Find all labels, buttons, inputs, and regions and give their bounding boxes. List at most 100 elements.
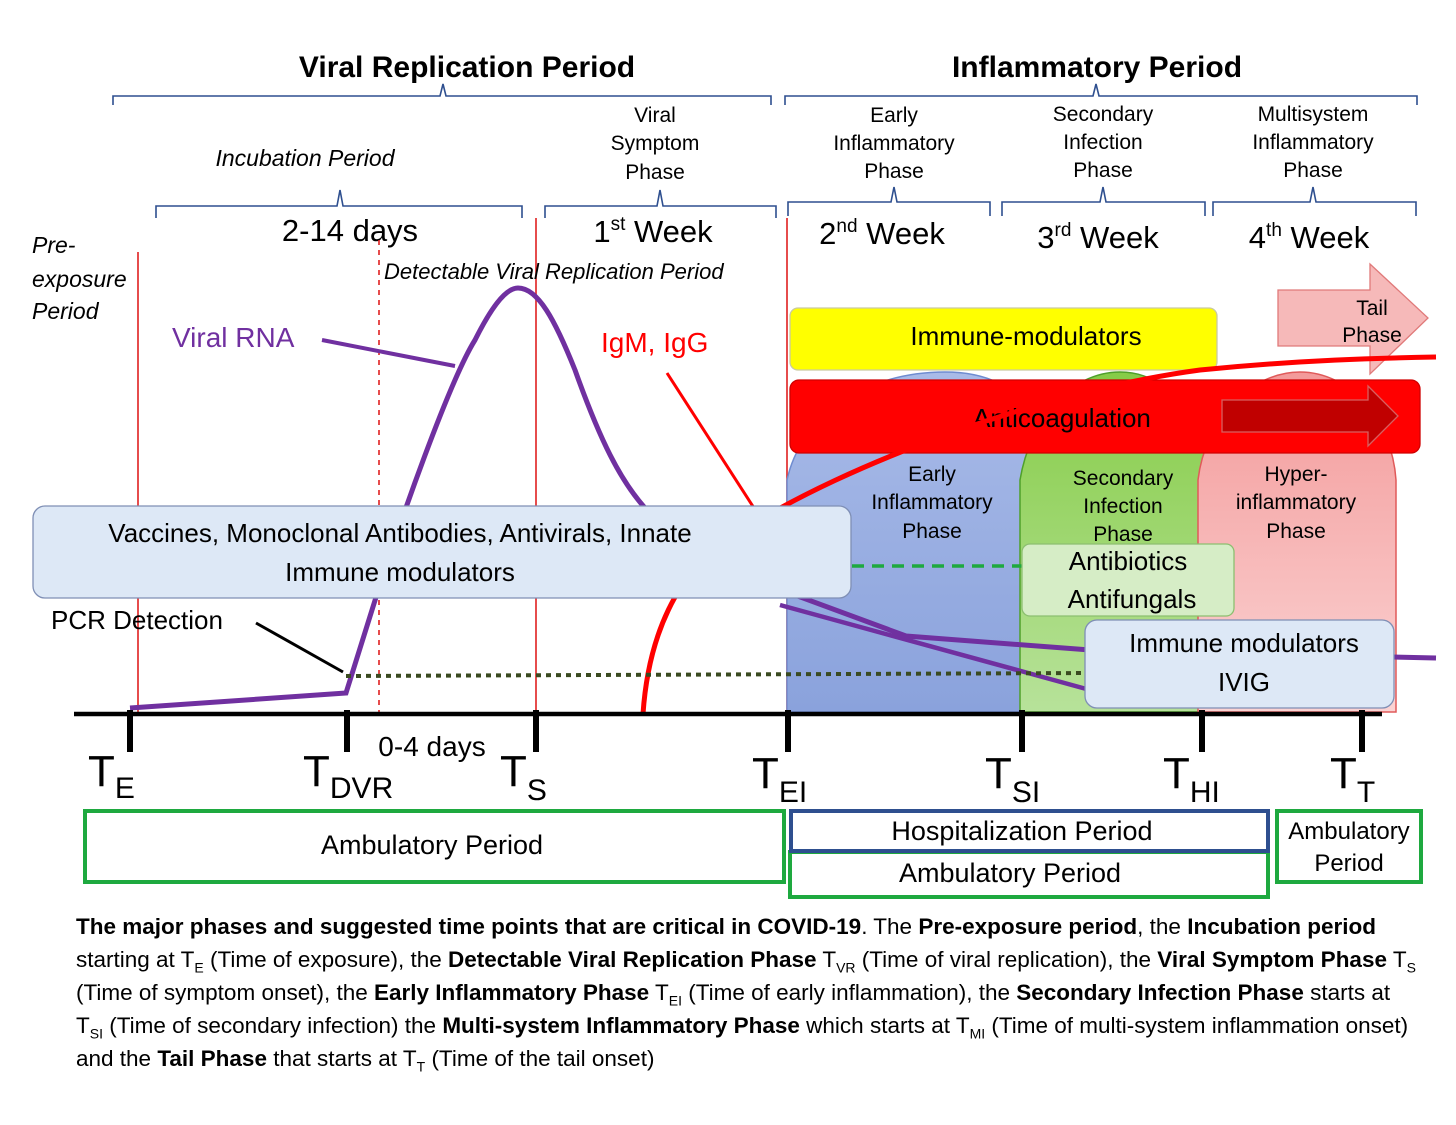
pcr-detection-label: PCR Detection <box>51 605 223 635</box>
time-ts-main: T <box>500 747 527 796</box>
immune-modulators-ivig-label-2: IVIG <box>1218 667 1270 697</box>
time-label-tsi: TSI <box>985 749 1040 809</box>
detectable-viral-replication-label: Detectable Viral Replication Period <box>384 259 724 284</box>
viral-symptom-phase-label-3: Phase <box>625 161 685 184</box>
week-4-sup: th <box>1266 220 1282 241</box>
multisystem-phase-label-1: Multisystem <box>1258 103 1369 126</box>
early-dome-label-2: Inflammatory <box>871 491 993 514</box>
week-2-word: Week <box>858 216 946 251</box>
caption-s8: MI <box>969 1025 986 1042</box>
time-label-tt: TT <box>1330 749 1375 809</box>
viral-symptom-brace <box>544 189 777 218</box>
viral-rna-label: Viral RNA <box>172 322 295 353</box>
viral-symptom-phase-label-1: Viral <box>634 104 676 127</box>
week-1-num: 1 <box>593 214 610 249</box>
immune-modulators-label: Immune-modulators <box>910 321 1141 351</box>
anticoagulation-arrow <box>1221 384 1399 448</box>
inflammatory-brace <box>784 83 1418 105</box>
caption-t7b: (Time of secondary infection) the <box>102 1013 443 1038</box>
secondary-dome-label-1: Secondary <box>1073 467 1174 490</box>
pre-exposure-label-3: Period <box>32 298 100 324</box>
pcr-detection-dotted-line <box>345 671 1091 678</box>
time-tei-main: T <box>752 749 779 798</box>
vaccines-label-2: Immune modulators <box>285 557 515 587</box>
hospitalization-period-label: Hospitalization Period <box>891 816 1152 846</box>
time-label-ts: TS <box>500 747 547 807</box>
caption-t9: that starts at T <box>266 1046 417 1071</box>
multisystem-phase-label-3: Phase <box>1283 159 1343 182</box>
hyper-dome-label-1: Hyper- <box>1264 463 1327 486</box>
igm-igg-label: IgM, IgG <box>601 327 708 358</box>
ambulatory-period-left-box <box>83 809 786 884</box>
incubation-period-label: Incubation Period <box>215 145 395 171</box>
early-dome-label-3: Phase <box>902 520 962 543</box>
secondary-dome-label-3: Phase <box>1093 523 1153 546</box>
caption-b9: Tail Phase <box>157 1046 267 1071</box>
caption-b2: Pre-exposure period <box>918 914 1138 939</box>
early-inflammatory-phase-label-3: Phase <box>864 160 924 183</box>
vaccines-label-1: Vaccines, Monoclonal Antibodies, Antivir… <box>108 518 691 548</box>
week-3-label: 3rd Week <box>1037 220 1159 255</box>
caption-s9: T <box>416 1058 426 1075</box>
time-tt-sub: T <box>1357 776 1375 809</box>
time-tdvr-main: T <box>303 747 330 796</box>
week-2-sup: nd <box>836 216 857 237</box>
caption-b7: Secondary Infection Phase <box>1016 980 1304 1005</box>
incubation-days-label: 2-14 days <box>282 213 418 248</box>
tail-phase-arrow <box>1277 262 1429 376</box>
pre-exposure-label-2: exposure <box>32 266 127 292</box>
secondary-infection-brace <box>1001 186 1206 216</box>
immune-modulators-ivig-box <box>1084 619 1395 709</box>
viral-rna-curve <box>129 285 1437 711</box>
time-tei-sub: EI <box>779 776 807 809</box>
multisystem-brace <box>1212 186 1417 216</box>
time-label-thi: THI <box>1163 749 1220 809</box>
igm-igg-pointer <box>665 372 765 523</box>
viral-replication-period-heading: Viral Replication Period <box>299 51 635 84</box>
caption-b1: The major phases and suggested time poin… <box>76 914 862 939</box>
time-te-main: T <box>88 747 115 796</box>
week-4-num: 4 <box>1249 220 1266 255</box>
week-3-word: Week <box>1071 220 1159 255</box>
ambulatory-period-right-label-2: Period <box>1314 850 1383 877</box>
immune-modulators-box <box>789 307 1218 371</box>
secondary-infection-phase-label-1: Secondary <box>1053 103 1154 126</box>
time-tt-main: T <box>1330 749 1357 798</box>
week-2-num: 2 <box>819 216 836 251</box>
early-inflammatory-phase-label-2: Inflammatory <box>833 132 955 155</box>
week-3-sup: rd <box>1055 220 1072 241</box>
figure-caption: The major phases and suggested time poin… <box>76 910 1416 1075</box>
caption-b4: Detectable Viral Replication Phase <box>448 947 817 972</box>
time-label-tei: TEI <box>752 749 807 809</box>
caption-s3: E <box>194 959 204 976</box>
hospitalization-period-box <box>789 809 1270 853</box>
time-thi-sub: HI <box>1190 776 1220 809</box>
caption-s6: EI <box>668 992 682 1009</box>
caption-t4: T <box>816 947 837 972</box>
caption-t5: T <box>1386 947 1407 972</box>
caption-s7: SI <box>89 1025 103 1042</box>
ambulatory-period-middle-label: Ambulatory Period <box>899 858 1121 888</box>
caption-b6: Early Inflammatory Phase <box>374 980 650 1005</box>
vaccines-box <box>32 505 852 599</box>
secondary-dome-label-2: Infection <box>1083 495 1162 518</box>
caption-s5: S <box>1406 959 1416 976</box>
caption-t9b: (Time of the tail onset) <box>425 1046 655 1071</box>
time-thi-main: T <box>1163 749 1190 798</box>
caption-t5b: (Time of symptom onset), the <box>76 980 375 1005</box>
ambulatory-period-left-label: Ambulatory Period <box>321 830 543 860</box>
time-tsi-sub: SI <box>1012 776 1040 809</box>
caption-t2: , the <box>1137 914 1188 939</box>
time-tdvr-sub: DVR <box>330 772 393 805</box>
antifungals-label: Antifungals <box>1068 584 1197 614</box>
hyper-dome-label-2: inflammatory <box>1236 491 1357 514</box>
week-4-word: Week <box>1282 220 1370 255</box>
immune-modulators-ivig-label-1: Immune modulators <box>1129 628 1359 658</box>
diagram-canvas: Viral Replication Period Inflammatory Pe… <box>32 51 1437 899</box>
caption-t3: starting at T <box>76 947 195 972</box>
caption-t1: . The <box>861 914 919 939</box>
hyper-dome-label-3: Phase <box>1266 520 1326 543</box>
tail-phase-label-2: Phase <box>1342 324 1402 347</box>
viral-rna-tail-branch <box>779 602 1091 693</box>
